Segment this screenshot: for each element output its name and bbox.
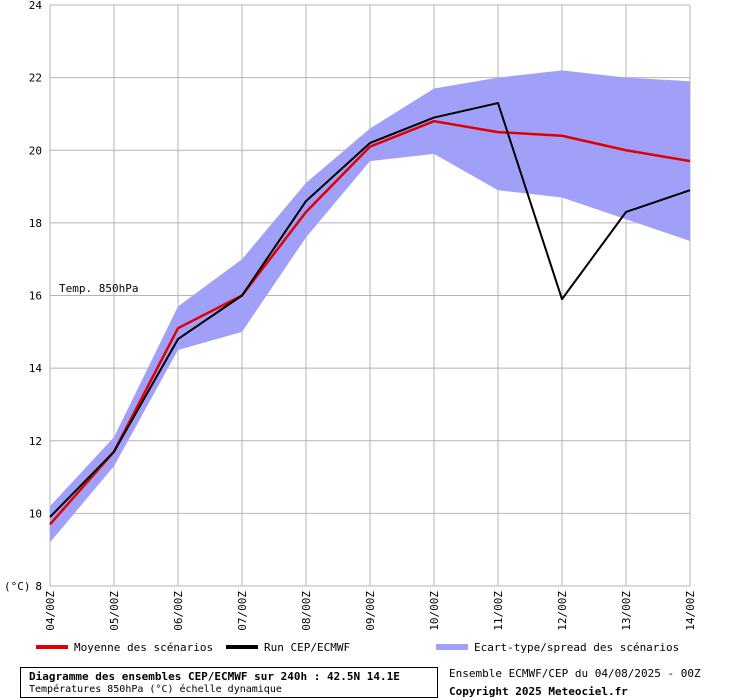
x-tick-label: 11/00Z — [492, 591, 505, 631]
footer-info: Ensemble ECMWF/CEP du 04/08/2025 - 00Z C… — [449, 667, 701, 699]
y-axis: 8 10 12 14 16 18 20 22 24 — [29, 0, 43, 593]
series-line-run — [49, 102, 691, 518]
legend-swatch-mean — [36, 645, 68, 649]
x-tick-label: 14/00Z — [684, 591, 697, 631]
legend: Moyenne des scénarios Run CEP/ECMWF Ecart-… — [36, 641, 679, 654]
legend-label: Moyenne des scénarios — [74, 641, 213, 654]
x-tick-label: 07/00Z — [236, 591, 249, 631]
copyright: Copyright 2025 Meteociel.fr — [449, 685, 628, 698]
series-line-mean — [49, 119, 691, 526]
footer-subtitle: Températures 850hPa (°C) échelle dynamiq… — [29, 684, 282, 695]
legend-swatch-run — [226, 645, 258, 649]
x-tick-label: 10/00Z — [428, 591, 441, 631]
x-tick-label: 09/00Z — [364, 591, 377, 631]
y-tick-label: 16 — [29, 290, 42, 303]
y-tick-label: 24 — [29, 0, 43, 12]
x-tick-label: 12/00Z — [556, 591, 569, 631]
spread-band — [50, 70, 690, 543]
footer-title-box: Diagramme des ensembles CEP/ECMWF sur 24… — [20, 667, 438, 698]
y-axis-unit: (°C) — [4, 580, 31, 593]
x-axis: 04/00Z 05/00Z 06/00Z 07/00Z 08/00Z 09/00Z 10/0… — [44, 591, 697, 631]
y-tick-label: 10 — [29, 507, 42, 520]
y-tick-label: 8 — [35, 580, 42, 593]
series-lines — [49, 102, 691, 526]
x-tick-label: 06/00Z — [172, 591, 185, 631]
spread-band-area — [50, 70, 690, 543]
legend-label: Run CEP/ECMWF — [264, 641, 350, 654]
y-tick-label: 14 — [29, 362, 43, 375]
y-tick-label: 12 — [29, 435, 42, 448]
plot-annotation: Temp. 850hPa — [59, 282, 138, 295]
footer-title: Diagramme des ensembles CEP/ECMWF sur 24… — [29, 670, 400, 683]
x-tick-label: 04/00Z — [44, 591, 57, 631]
legend-swatch-spread — [436, 644, 468, 650]
y-tick-label: 20 — [29, 144, 42, 157]
x-tick-label: 05/00Z — [108, 591, 121, 631]
x-tick-label: 13/00Z — [620, 591, 633, 631]
x-tick-label: 08/00Z — [300, 591, 313, 631]
run-info: Ensemble ECMWF/CEP du 04/08/2025 - 00Z — [449, 667, 701, 680]
y-tick-label: 18 — [29, 217, 42, 230]
legend-label: Ecart-type/spread des scénarios — [474, 641, 679, 654]
y-tick-label: 22 — [29, 72, 42, 85]
